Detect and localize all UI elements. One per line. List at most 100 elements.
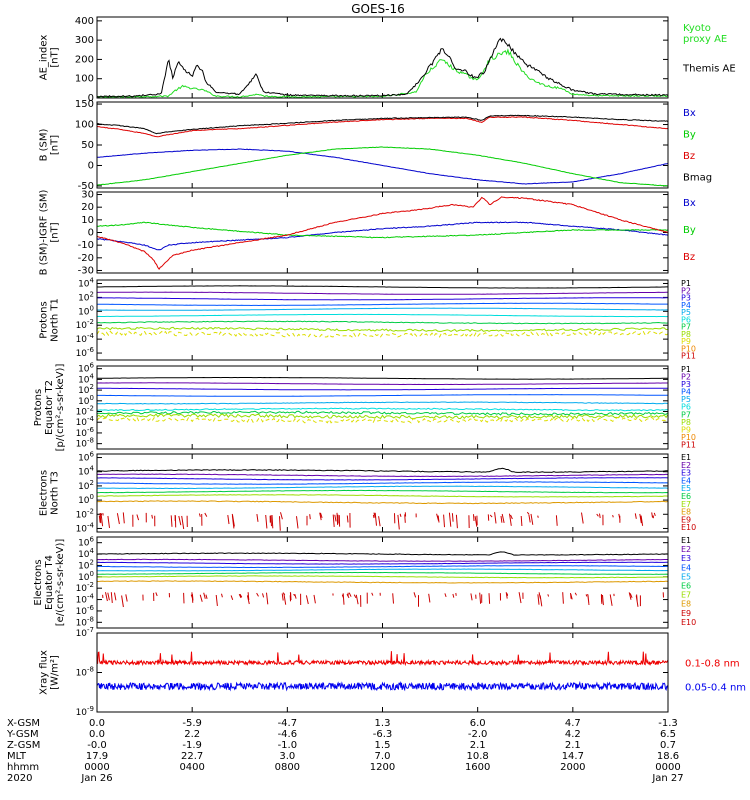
panel-bsm: -50 0 50 100 150 B (SM) [nT] Bx By Bz Bmag [39,99,713,192]
x-row-value: 0.7 [660,740,676,751]
series-e6 [97,489,668,494]
legend-bx: Bx [683,108,696,119]
legend-e3: E3 [681,469,691,478]
series-bmag [97,114,668,135]
x-row-value: -1.0 [278,740,298,751]
svg-text:Themis AE: Themis AE [682,64,736,75]
series-bx [97,221,668,251]
y-tick-label: 10-4 [76,521,95,534]
legend-bz: Bz [683,151,695,162]
series-p7 [97,410,668,416]
legend-p6: P6 [681,403,691,412]
y-tick-label: 10-9 [76,705,94,718]
x-row-label: Z-GSM [7,740,40,751]
x-row-label: MLT [7,751,27,762]
legend-bx: Bx [683,198,696,209]
series-by [97,221,668,239]
legend-bmag: Bmag [683,173,712,184]
x-row-x-gsm: X-GSM 0.0 -5.9 -4.7 1.3 6.0 4.7 -1.3 [7,718,678,729]
y-axis-label: B (SM) [39,128,50,161]
legend-e1: E1 [681,453,691,462]
legend-by: By [683,130,696,141]
x-row-value: -5.9 [182,718,202,729]
series-p3 [97,297,668,301]
series-p3 [97,387,668,391]
legend-p1: P1 [681,279,691,288]
svg-text:Bx: Bx [683,198,696,209]
series-p5 [97,401,668,405]
x-row-label: 2020 [7,773,32,784]
series-p9 [97,330,668,338]
y-axis-label: Electrons [33,559,44,605]
y-axis-label: North T3 [50,471,61,515]
panel-frame [96,101,669,189]
legend-e3: E3 [681,554,691,563]
panel-frame [96,536,669,629]
x-row-value: 10.8 [467,751,489,762]
series-p5 [97,307,668,311]
x-row-value: -6.3 [373,729,393,740]
y-tick-label: 102 [78,290,94,303]
x-row-value: 6.0 [470,718,486,729]
series-p4 [97,302,668,307]
x-row-value: 1200 [370,762,395,773]
y-tick-label: 102 [78,479,94,492]
series-p8 [97,413,668,420]
y-tick-label: 10-8 [76,437,94,450]
legend-p5: P5 [681,308,691,317]
y-tick-label: 100 [78,394,94,407]
svg-text:Kyoto: Kyoto [683,23,711,34]
x-row-value: -4.7 [278,718,298,729]
y-tick-label: 10-8 [76,666,94,679]
y-axis-label: Protons [33,389,44,426]
x-row-value: 14.7 [562,751,584,762]
legend-p7: P7 [681,323,691,332]
panel-frame [96,279,669,361]
x-row-label: Y-GSM [6,729,39,740]
y-tick-label: 100 [75,74,94,85]
x-row-value: 0800 [275,762,300,773]
y-tick-label: 200 [75,54,94,65]
x-row-value: 3.0 [279,751,295,762]
svg-text:proxy AE: proxy AE [683,34,727,45]
y-tick-label: 104 [78,465,94,478]
legend-p8: P8 [681,418,691,427]
svg-text:By: By [683,130,696,141]
x-row-value: -1.9 [182,740,202,751]
legend-p11: P11 [681,352,696,361]
y-tick-label: 50 [81,140,94,151]
series-xray-1 [97,680,668,692]
series-themis-ae [97,37,668,98]
legend-e8: E8 [681,600,691,609]
series-p2 [97,382,668,386]
y-tick-label: 106 [78,362,94,375]
y-tick-label: 100 [78,570,94,583]
legend-p9: P9 [681,425,691,434]
series-p2 [97,291,668,295]
series-p9 [97,416,668,424]
legend-p8: P8 [681,330,691,339]
legend-e5: E5 [681,572,691,581]
y-axis-label: Xray flux [39,650,50,695]
x-row-value: 17.9 [86,751,108,762]
y-tick-label: 10-4 [76,593,95,606]
legend-e4: E4 [681,563,691,572]
x-row-value: -4.6 [278,729,298,740]
series-p1 [97,285,668,289]
y-tick-label: 102 [78,558,94,571]
legend-p1: P1 [681,365,691,374]
y-tick-label: -20 [78,253,94,264]
y-tick-label: 10-8 [76,615,94,628]
x-row-value: 0.0 [89,718,105,729]
panel-frame [96,453,669,533]
y-tick-label: 150 [75,99,94,110]
series-p1 [97,376,668,380]
panel-xray: 10-9 10-8 10-7 Xray flux [W/m²] 0.1-0.8 nm 0.0… [39,626,747,718]
legend-themis-ae: Themis AE [682,64,736,75]
series-e6 [97,571,668,575]
legend-e10: E10 [681,523,696,532]
legend-e5: E5 [681,484,691,493]
series-by [97,146,668,187]
